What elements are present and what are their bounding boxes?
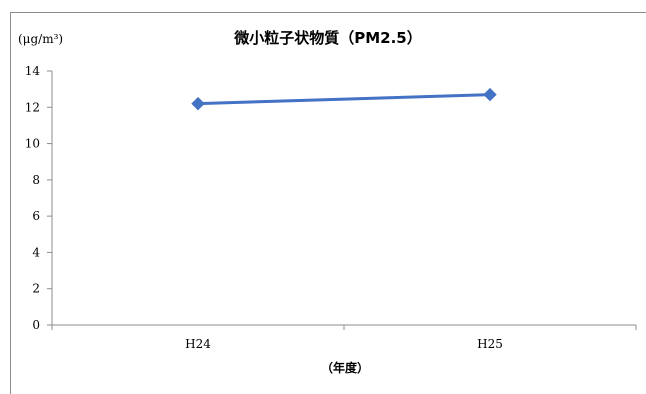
data-point-marker (191, 96, 205, 111)
axes (51, 71, 636, 326)
y-tick-label: 12 (25, 100, 40, 114)
x-tick-label: H24 (185, 337, 211, 351)
series-line (197, 93, 491, 106)
series-group (191, 87, 497, 111)
frame-left-border (10, 12, 11, 394)
chart-title: 微小粒子状物質（PM2.5） (233, 29, 422, 47)
x-axis-title: （年度） (321, 360, 369, 375)
y-tick-label: 0 (32, 318, 40, 332)
frame-top-border (10, 12, 646, 13)
y-tick-label: 2 (32, 282, 40, 296)
y-axis-ticks: 0 2 4 6 8 10 12 14 (25, 64, 52, 332)
x-tick-label: H25 (477, 337, 503, 351)
y-tick-label: 6 (32, 209, 40, 223)
y-tick-label: 14 (25, 64, 41, 78)
x-axis-ticks: H24 H25 (51, 325, 637, 351)
y-tick-label: 4 (32, 245, 40, 259)
y-tick-label: 10 (25, 137, 40, 151)
y-axis-unit-label: (μg/m³) (18, 32, 63, 46)
y-tick-label: 8 (32, 173, 40, 187)
data-point-marker (483, 87, 497, 102)
